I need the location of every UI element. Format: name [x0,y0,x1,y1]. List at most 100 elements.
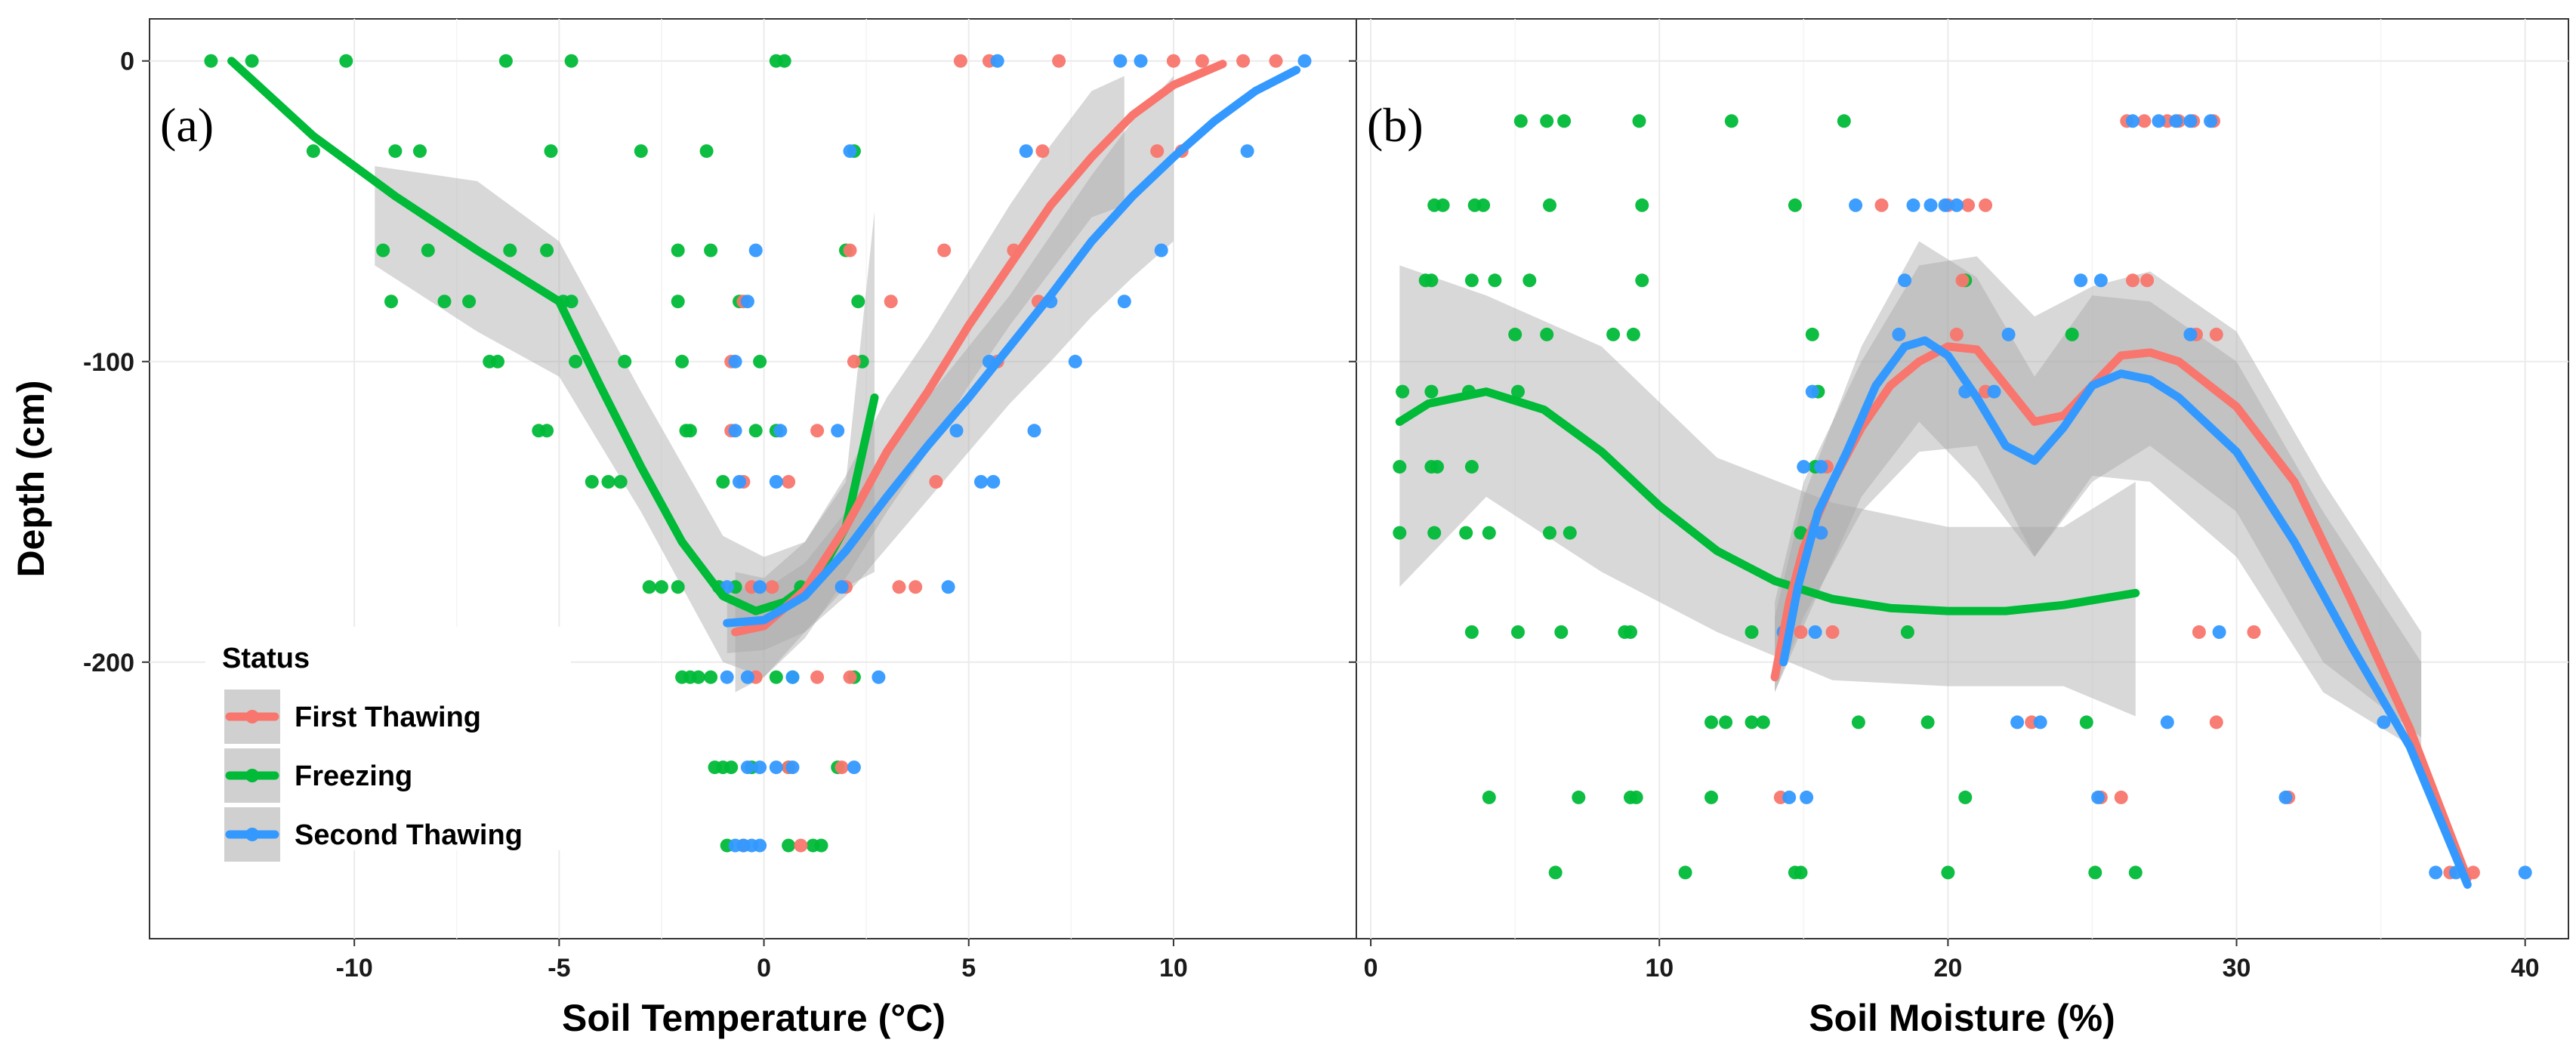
fit-line-second_thawing [723,66,1301,628]
x-tick-label: 40 [2511,954,2540,982]
data-point-second_thawing [2429,865,2443,880]
data-point-second_thawing [1134,54,1148,68]
data-point-second_thawing [2152,114,2166,128]
y-tick-label: -200 [83,649,134,677]
data-point-second_thawing [773,424,788,438]
data-point-freezing [1624,625,1637,639]
data-point-first_thawing [2247,625,2261,639]
data-point-freezing [748,424,763,438]
data-point-freezing [1635,273,1649,288]
data-point-second_thawing [1113,54,1128,68]
data-point-freezing [1459,526,1473,540]
data-point-freezing [1540,114,1554,128]
data-point-freezing [384,295,398,309]
data-point-second_thawing [2518,865,2532,880]
data-point-freezing [540,243,554,258]
data-point-second_thawing [753,580,767,594]
data-point-freezing [851,295,865,309]
data-point-freezing [1393,460,1407,474]
data-point-second_thawing [1027,424,1041,438]
data-point-first_thawing [884,295,898,309]
data-point-second_thawing [1949,198,1964,212]
data-point-first_thawing [835,760,849,775]
data-point-freezing [691,670,705,684]
data-point-freezing [1745,625,1759,639]
data-point-second_thawing [1240,144,1254,159]
data-point-second_thawing [1814,460,1828,474]
data-point-freezing [683,424,697,438]
data-point-freezing [704,670,718,684]
panel-b-label: (b) [1367,98,1424,152]
data-point-freezing [204,54,218,68]
data-point-freezing [1513,114,1528,128]
data-point-freezing [1488,273,1502,288]
x-tick-label: 10 [1159,954,1188,982]
data-point-freezing [1508,327,1522,341]
data-point-second_thawing [1892,327,1906,341]
x-tick-label: -5 [548,954,570,982]
data-point-freezing [1794,526,1808,540]
data-point-second_thawing [769,475,783,489]
x-axis-title-b: Soil Moisture (%) [1809,997,2115,1039]
y-tick-label: -100 [83,348,134,377]
data-point-first_thawing [810,424,825,438]
data-point-freezing [814,838,828,853]
data-point-freezing [671,580,685,594]
data-point-second_thawing [974,475,988,489]
data-point-second_thawing [2074,273,2088,288]
data-point-freezing [613,475,628,489]
data-point-freezing [1941,865,1955,880]
data-point-freezing [1626,327,1640,341]
data-point-freezing [376,243,390,258]
data-point-freezing [544,144,558,159]
data-point-freezing [1393,526,1407,540]
data-point-freezing [498,54,513,68]
legend-label-first_thawing: First Thawing [295,702,481,733]
legend-label-second_thawing: Second Thawing [295,819,523,851]
data-point-freezing [699,144,714,159]
data-point-freezing [1724,114,1738,128]
data-point-second_thawing [2001,327,2016,341]
confidence-band-freezing [375,166,875,677]
data-point-second_thawing [847,760,861,775]
data-point-freezing [1632,114,1646,128]
data-point-freezing [1958,790,1973,804]
data-point-freezing [671,295,685,309]
data-point-first_thawing [2126,273,2139,288]
data-point-second_thawing [1019,144,1033,159]
data-point-second_thawing [733,475,746,489]
panel-a-temperature: -10 -5 0 5 10 0 -100 -200 (a) Soil Temperature… [10,18,1359,1039]
data-point-freezing [306,144,320,159]
data-point-second_thawing [2377,715,2391,729]
data-point-second_thawing [769,760,783,775]
data-point-first_thawing [1195,54,1209,68]
data-point-second_thawing [1797,460,1811,474]
legend-key-freezing [223,747,282,804]
data-point-freezing [1522,273,1537,288]
confidence-band-second_thawing [1775,241,2422,753]
data-point-freezing [1424,273,1439,288]
data-point-first_thawing [2137,114,2152,128]
data-point-first_thawing [2209,327,2223,341]
data-point-freezing [716,475,730,489]
data-point-second_thawing [1849,198,1863,212]
data-point-freezing [1920,715,1935,729]
data-point-first_thawing [810,670,825,684]
data-point-second_thawing [728,424,742,438]
data-point-first_thawing [909,580,923,594]
data-point-freezing [1745,715,1759,729]
data-point-second_thawing [843,144,857,159]
panel-b-moisture: 0 10 20 30 40 (b) Soil Moisture (%) [1349,18,2569,1039]
data-point-freezing [1629,790,1643,804]
legend-title: Status [222,643,310,674]
data-point-freezing [1805,327,1819,341]
data-point-second_thawing [941,580,955,594]
data-point-freezing [777,54,791,68]
data-point-first_thawing [2140,273,2155,288]
data-point-first_thawing [937,243,952,258]
data-point-freezing [1424,384,1439,399]
data-point-freezing [1543,198,1556,212]
x-tick-label: 10 [1645,954,1674,982]
data-point-second_thawing [1924,198,1938,212]
data-point-first_thawing [1874,198,1889,212]
